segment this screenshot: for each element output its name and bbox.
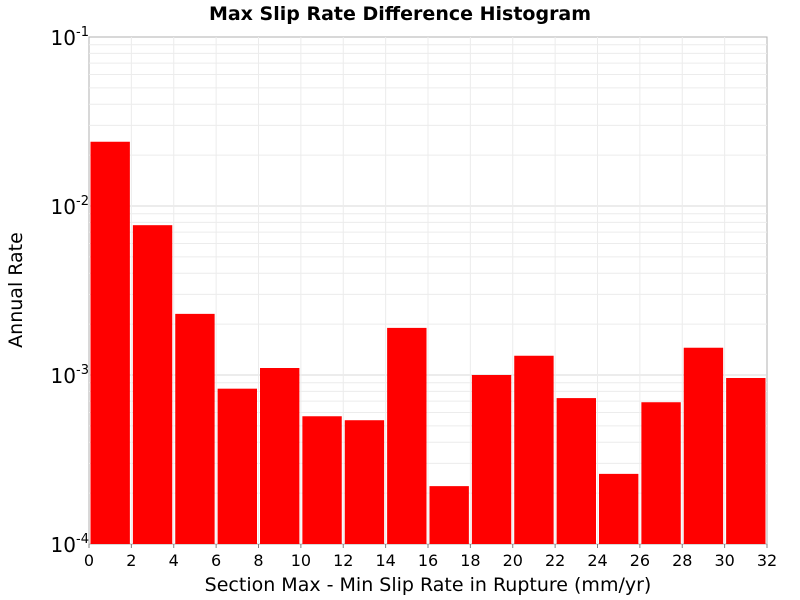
histogram-bar	[217, 388, 257, 544]
y-axis-ticks: 10-110-210-310-4	[51, 25, 89, 557]
histogram-bar	[514, 355, 554, 544]
x-tick-label: 24	[587, 551, 607, 570]
x-axis-ticks: 0 2 4 6 8 10 12 14 16 18 20 22 24 26 28 30 32	[84, 544, 777, 570]
y-tick-base: 10	[51, 364, 76, 388]
histogram-bar	[556, 398, 596, 544]
x-tick-label: 0	[84, 551, 94, 570]
histogram-bar	[471, 375, 512, 544]
histogram-bar	[260, 368, 300, 544]
y-axis-label: Annual Rate	[5, 232, 27, 348]
x-tick-label: 12	[333, 551, 353, 570]
y-tick-exponent: -3	[76, 363, 89, 378]
histogram-bar	[175, 313, 215, 544]
x-tick-label: 8	[253, 551, 263, 570]
y-tick-label: 10 -1	[51, 25, 89, 50]
histogram-bar	[132, 225, 173, 544]
x-tick-label: 26	[630, 551, 650, 570]
x-axis-label: Section Max - Min Slip Rate in Rupture (…	[205, 574, 652, 596]
y-tick-exponent: -4	[76, 532, 89, 547]
chart-title: Max Slip Rate Difference Histogram	[209, 3, 591, 25]
histogram-bar	[726, 377, 766, 544]
histogram-bar	[429, 486, 469, 544]
histogram-bar	[90, 141, 130, 544]
histogram-bar	[302, 416, 342, 544]
y-tick-label: 10 -4	[51, 532, 89, 557]
histogram-bar	[344, 420, 385, 544]
x-tick-label: 2	[126, 551, 136, 570]
x-tick-label: 16	[418, 551, 438, 570]
y-tick-exponent: -1	[76, 25, 89, 40]
histogram-bar	[387, 327, 427, 544]
x-tick-label: 32	[757, 551, 777, 570]
x-tick-label: 18	[460, 551, 480, 570]
x-tick-label: 20	[503, 551, 523, 570]
x-tick-label: 10	[291, 551, 311, 570]
x-tick-label: 14	[375, 551, 395, 570]
y-tick-label: 10 -3	[51, 363, 89, 388]
histogram-bar	[641, 402, 681, 544]
x-tick-label: 4	[169, 551, 179, 570]
y-tick-base: 10	[51, 26, 76, 50]
y-tick-exponent: -2	[76, 194, 89, 209]
x-tick-label: 30	[714, 551, 734, 570]
bars	[90, 141, 766, 544]
histogram-bar	[599, 473, 639, 544]
y-tick-base: 10	[51, 195, 76, 219]
y-tick-label: 10 -2	[51, 194, 89, 219]
x-tick-label: 28	[672, 551, 692, 570]
y-tick-base: 10	[51, 533, 76, 557]
histogram-bar	[683, 347, 724, 544]
x-tick-label: 22	[545, 551, 565, 570]
x-tick-label: 6	[211, 551, 221, 570]
